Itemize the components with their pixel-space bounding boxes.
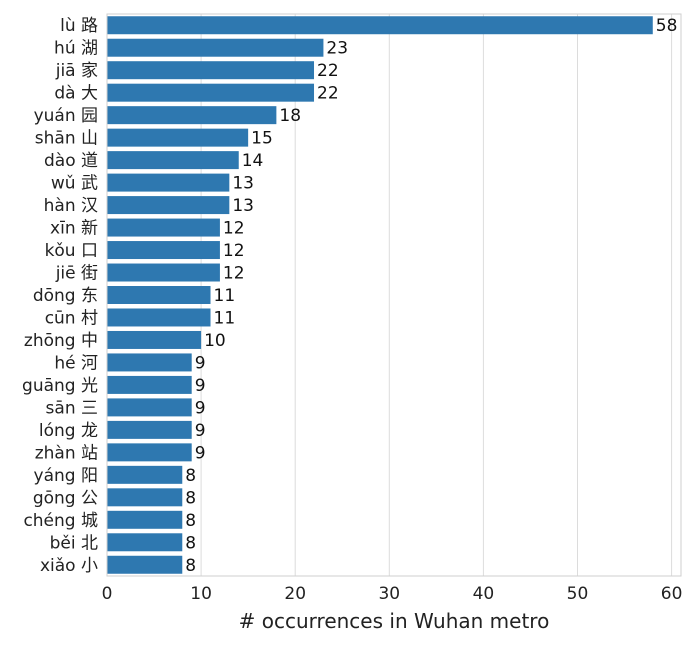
y-tick-label: dà 大 bbox=[54, 84, 98, 104]
data-label: 14 bbox=[242, 151, 264, 171]
bar bbox=[107, 465, 183, 484]
data-label: 10 bbox=[204, 331, 226, 351]
y-tick-label: běi 北 bbox=[50, 533, 98, 553]
y-tick-label: hàn 汉 bbox=[44, 196, 98, 216]
x-axis-label: # occurrences in Wuhan metro bbox=[239, 609, 550, 633]
bar bbox=[107, 443, 192, 462]
bar bbox=[107, 196, 230, 215]
bar bbox=[107, 330, 202, 349]
plot-frame bbox=[106, 13, 682, 577]
bar bbox=[107, 308, 211, 327]
bar bbox=[107, 16, 653, 35]
y-tick-label: xiǎo 小 bbox=[40, 556, 98, 576]
data-label: 11 bbox=[214, 286, 236, 306]
bar bbox=[107, 173, 230, 192]
y-tick-label: chéng 城 bbox=[23, 511, 98, 531]
y-tick-label: yáng 阳 bbox=[34, 466, 98, 486]
data-label: 9 bbox=[195, 421, 206, 441]
data-label: 12 bbox=[223, 264, 245, 284]
x-tick-label: 10 bbox=[190, 584, 212, 604]
bar bbox=[107, 398, 192, 417]
bar bbox=[107, 286, 211, 304]
x-tick-labels: 0 10 20 30 40 50 60 bbox=[102, 584, 683, 604]
y-tick-label: lù 路 bbox=[60, 16, 98, 36]
data-label: 9 bbox=[195, 353, 206, 373]
data-label: 22 bbox=[317, 84, 339, 104]
x-tick-label: 0 bbox=[102, 584, 113, 604]
bar bbox=[107, 61, 315, 80]
bar bbox=[107, 353, 192, 372]
bar bbox=[107, 488, 183, 507]
data-label: 11 bbox=[214, 308, 236, 328]
bar bbox=[107, 420, 192, 439]
x-tick-label: 30 bbox=[378, 584, 400, 604]
bar bbox=[107, 510, 183, 529]
bar bbox=[107, 151, 239, 170]
y-tick-label: sān 三 bbox=[46, 398, 98, 418]
bars bbox=[107, 16, 653, 574]
x-tick-label: 60 bbox=[661, 584, 683, 604]
data-label: 58 bbox=[656, 16, 678, 36]
data-label: 8 bbox=[185, 556, 196, 576]
data-label: 9 bbox=[195, 443, 206, 463]
data-label: 23 bbox=[326, 39, 348, 59]
data-label: 15 bbox=[251, 129, 273, 149]
bar bbox=[107, 555, 183, 574]
data-label: 12 bbox=[223, 219, 245, 239]
y-tick-label: hé 河 bbox=[54, 353, 98, 373]
data-label: 12 bbox=[223, 241, 245, 261]
data-label: 13 bbox=[232, 174, 254, 194]
y-tick-label: yuán 园 bbox=[34, 106, 98, 126]
data-label: 8 bbox=[185, 488, 196, 508]
data-label: 22 bbox=[317, 61, 339, 81]
data-label: 8 bbox=[185, 511, 196, 531]
y-tick-label: lóng 龙 bbox=[39, 421, 98, 441]
bar bbox=[107, 106, 277, 125]
y-tick-label: kǒu 口 bbox=[45, 241, 98, 261]
y-tick-label: dào 道 bbox=[44, 151, 98, 171]
y-tick-label: zhōng 中 bbox=[24, 331, 98, 351]
y-tick-label: gōng 公 bbox=[33, 488, 98, 508]
y-tick-label: shān 山 bbox=[35, 129, 98, 149]
bar bbox=[107, 83, 315, 102]
bar bbox=[107, 241, 220, 260]
bar bbox=[107, 263, 220, 282]
data-label: 8 bbox=[185, 533, 196, 553]
y-tick-label: jiā 家 bbox=[55, 61, 98, 81]
x-tick-label: 50 bbox=[567, 584, 589, 604]
y-tick-label: hú 湖 bbox=[54, 39, 98, 59]
bar bbox=[107, 218, 220, 237]
bar bbox=[107, 128, 249, 147]
data-label: 13 bbox=[232, 196, 254, 216]
data-label: 9 bbox=[195, 398, 206, 418]
y-tick-label: zhàn 站 bbox=[35, 443, 98, 463]
y-tick-label: cūn 村 bbox=[45, 308, 98, 328]
y-tick-label: jiē 街 bbox=[55, 264, 98, 284]
bar bbox=[107, 375, 192, 394]
bar bbox=[107, 533, 183, 552]
x-tick-label: 40 bbox=[473, 584, 495, 604]
x-tick-label: 20 bbox=[284, 584, 306, 604]
y-tick-label: xīn 新 bbox=[50, 219, 98, 239]
y-tick-label: dōng 东 bbox=[33, 286, 98, 306]
data-label: 18 bbox=[279, 106, 301, 126]
y-tick-label: guāng 光 bbox=[22, 376, 98, 396]
data-label: 9 bbox=[195, 376, 206, 396]
data-label: 8 bbox=[185, 466, 196, 486]
y-tick-label: wǔ 武 bbox=[51, 174, 98, 194]
bar bbox=[107, 38, 324, 57]
